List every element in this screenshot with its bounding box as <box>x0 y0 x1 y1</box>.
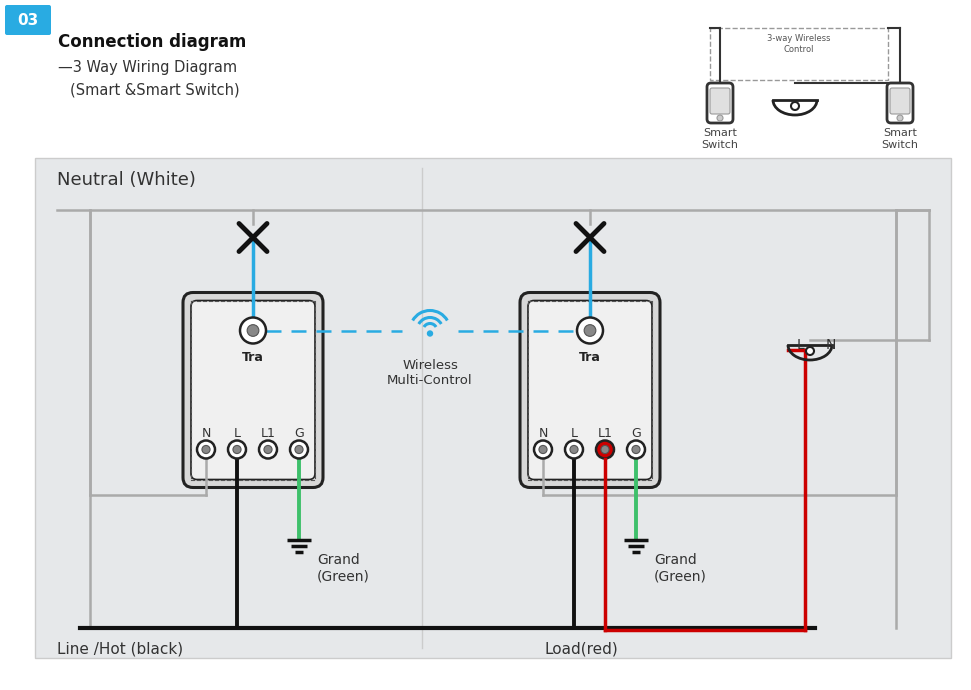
Circle shape <box>259 440 277 458</box>
Text: Neutral (White): Neutral (White) <box>57 171 196 189</box>
FancyBboxPatch shape <box>183 293 323 488</box>
Circle shape <box>295 446 303 453</box>
Text: Wireless
Multi-Control: Wireless Multi-Control <box>387 359 473 386</box>
FancyBboxPatch shape <box>5 5 51 35</box>
Text: Load(red): Load(red) <box>545 642 619 657</box>
Text: Tra: Tra <box>242 351 264 364</box>
Circle shape <box>627 440 645 458</box>
Circle shape <box>240 317 266 344</box>
Circle shape <box>806 347 814 355</box>
Circle shape <box>632 446 640 453</box>
Text: 03: 03 <box>17 12 39 28</box>
Text: L: L <box>233 427 241 440</box>
Circle shape <box>248 325 259 336</box>
Text: Grand
(Green): Grand (Green) <box>654 553 707 584</box>
Circle shape <box>577 317 603 344</box>
Bar <box>710 28 888 80</box>
Text: G: G <box>294 427 304 440</box>
Circle shape <box>791 102 799 110</box>
Text: Smart
Switch: Smart Switch <box>882 128 919 150</box>
Circle shape <box>596 440 614 458</box>
Circle shape <box>570 446 578 453</box>
Text: L: L <box>571 427 578 440</box>
Text: N: N <box>538 427 548 440</box>
Circle shape <box>565 440 583 458</box>
Text: (Smart &Smart Switch): (Smart &Smart Switch) <box>70 83 240 97</box>
Circle shape <box>290 440 308 458</box>
Bar <box>35 158 951 658</box>
FancyBboxPatch shape <box>707 83 733 123</box>
Circle shape <box>264 446 272 453</box>
FancyBboxPatch shape <box>887 83 913 123</box>
Circle shape <box>601 446 609 453</box>
Text: G: G <box>631 427 641 440</box>
Text: L1: L1 <box>597 427 613 440</box>
Text: Connection diagram: Connection diagram <box>58 33 247 51</box>
FancyBboxPatch shape <box>191 301 315 480</box>
FancyBboxPatch shape <box>520 293 660 488</box>
Text: Grand
(Green): Grand (Green) <box>317 553 370 584</box>
Text: N: N <box>826 338 836 352</box>
Circle shape <box>233 446 241 453</box>
Circle shape <box>897 115 903 121</box>
Text: N: N <box>201 427 211 440</box>
Circle shape <box>197 440 215 458</box>
Circle shape <box>202 446 210 453</box>
Circle shape <box>539 446 547 453</box>
Text: L1: L1 <box>260 427 276 440</box>
Text: Line /Hot (black): Line /Hot (black) <box>57 642 184 657</box>
Text: L: L <box>796 338 804 352</box>
Circle shape <box>427 331 432 336</box>
Text: —3 Way Wiring Diagram: —3 Way Wiring Diagram <box>58 59 237 75</box>
Circle shape <box>228 440 246 458</box>
FancyBboxPatch shape <box>528 301 652 480</box>
Circle shape <box>585 325 596 336</box>
FancyBboxPatch shape <box>710 88 730 114</box>
Circle shape <box>717 115 723 121</box>
FancyBboxPatch shape <box>890 88 910 114</box>
Text: Tra: Tra <box>579 351 601 364</box>
Circle shape <box>534 440 552 458</box>
Text: 3-way Wireless
Control: 3-way Wireless Control <box>767 34 831 54</box>
Text: Smart
Switch: Smart Switch <box>701 128 739 150</box>
